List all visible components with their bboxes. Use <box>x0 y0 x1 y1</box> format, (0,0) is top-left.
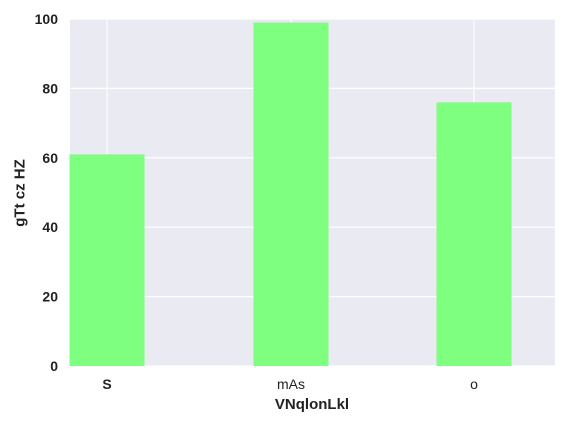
bar-mAs <box>253 22 329 366</box>
bar-o <box>436 102 512 366</box>
x-axis-label: VNqlonLkl <box>274 396 350 413</box>
y-axis-label: gTt cz HZ <box>11 159 29 227</box>
y-tick-label: 20 <box>42 289 58 305</box>
y-tick-label: 100 <box>35 11 59 27</box>
x-tick-label: S <box>102 376 111 392</box>
y-tick-label: 40 <box>42 219 58 235</box>
x-tick-label: o <box>470 376 478 392</box>
bars <box>69 22 512 366</box>
y-tick-label: 0 <box>50 358 58 374</box>
y-tick-label: 80 <box>42 80 58 96</box>
bar-S <box>69 154 145 366</box>
y-tick-labels: 0 20 40 60 80 100 <box>35 11 59 374</box>
y-tick-label: 60 <box>42 150 58 166</box>
x-tick-label: mAs <box>277 376 305 392</box>
